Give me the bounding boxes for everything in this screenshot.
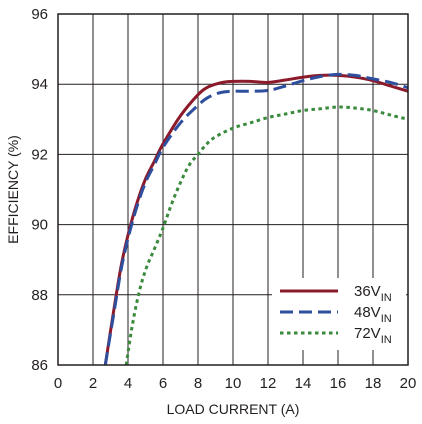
y-tick-label: 96: [31, 6, 48, 23]
y-tick-label: 94: [31, 76, 48, 93]
x-axis-title: LOAD CURRENT (A): [167, 401, 300, 417]
x-tick-label: 18: [365, 375, 382, 392]
plot-frame: [57, 13, 409, 366]
x-tick-label: 16: [330, 375, 347, 392]
series-line-48v: [103, 72, 409, 366]
y-tick-label: 86: [31, 357, 48, 374]
x-tick-label: 10: [225, 375, 242, 392]
y-tick-labels: 86 88 90 92 94 96: [31, 6, 48, 374]
series-line-72v: [124, 105, 409, 366]
x-tick-label: 12: [260, 375, 277, 392]
y-tick-label: 88: [31, 287, 48, 304]
x-tick-label: 8: [194, 375, 202, 392]
x-tick-label: 2: [89, 375, 97, 392]
x-tick-label: 20: [400, 375, 417, 392]
series-lines: [103, 72, 409, 366]
x-tick-label: 6: [159, 375, 167, 392]
legend-label-36v: 36VIN: [354, 283, 392, 304]
y-tick-label: 92: [31, 146, 48, 163]
y-axis-title: EFFICIENCY (%): [5, 135, 21, 244]
legend-label-72v: 72VIN: [354, 325, 392, 346]
x-tick-label: 4: [124, 375, 132, 392]
x-tick-labels: 0 2 4 6 8 10 12 14 16 18 20: [54, 375, 417, 392]
legend-label-48v: 48VIN: [354, 304, 392, 325]
x-tick-label: 14: [295, 375, 312, 392]
y-tick-label: 90: [31, 217, 48, 234]
x-tick-label: 0: [54, 375, 62, 392]
